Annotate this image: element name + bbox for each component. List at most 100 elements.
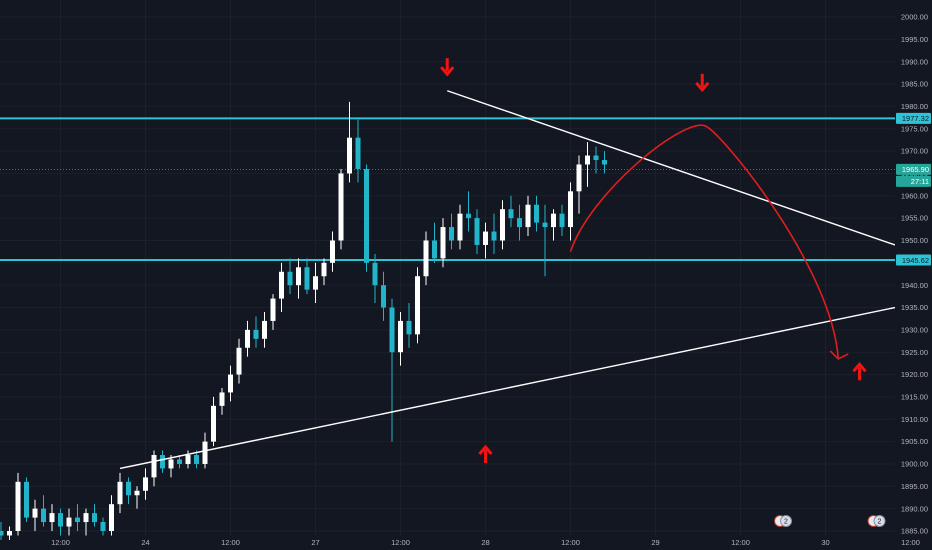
- event-marker[interactable]: 2: [774, 515, 792, 527]
- candle-body: [398, 320, 403, 353]
- candle: [491, 213, 497, 254]
- candle-body: [551, 213, 556, 228]
- candle-body: [228, 374, 233, 393]
- candle-body: [338, 173, 344, 241]
- candle-body: [474, 218, 480, 245]
- candle-body: [168, 459, 174, 469]
- candle: [432, 222, 437, 263]
- candle-body: [389, 307, 395, 353]
- time-tick-label: 27: [311, 538, 319, 547]
- candle-body: [100, 522, 106, 531]
- candle: [330, 231, 335, 272]
- candle-body: [151, 455, 157, 478]
- candle: [296, 258, 301, 299]
- candle-body: [415, 276, 420, 335]
- candle-body: [143, 477, 148, 491]
- candle-body: [364, 168, 369, 263]
- candle: [0, 522, 4, 540]
- candle: [15, 472, 21, 536]
- candle-body: [185, 455, 191, 464]
- candle: [534, 195, 539, 232]
- candle: [389, 298, 395, 442]
- candle-body: [134, 490, 140, 496]
- time-tick-label: 12:00: [391, 538, 410, 547]
- price-axis[interactable]: 2000.00 1995.00 1990.00 1985.00 1980.00 1975.…: [895, 0, 932, 550]
- projection-curve: [569, 124, 840, 359]
- arrow-head: [695, 81, 710, 93]
- candle-body: [92, 513, 97, 523]
- event-count-badge: [780, 515, 792, 527]
- time-tick-label: 30: [821, 538, 829, 547]
- candle-body: [432, 240, 437, 259]
- event-marker[interactable]: 2: [867, 515, 886, 527]
- candle: [32, 499, 38, 531]
- countdown-tag: 27:11: [896, 175, 931, 187]
- candle: [313, 262, 318, 304]
- price-tick-label: 1925.00: [901, 348, 928, 357]
- event-count-label: 2: [878, 519, 882, 526]
- candle: [364, 164, 369, 272]
- candle-body: [542, 222, 548, 228]
- candle-body: [109, 504, 114, 531]
- candle-body: [517, 218, 522, 228]
- candle: [559, 204, 565, 237]
- candle-body: [41, 508, 46, 523]
- resistance-price-tag: 1977.32: [896, 112, 931, 124]
- arrow-down-2: [695, 73, 710, 93]
- support-price-tag-text: 1945.62: [902, 256, 929, 265]
- candle-body: [593, 155, 599, 161]
- candle-body: [491, 231, 497, 241]
- candle: [466, 191, 471, 232]
- arrow-up-2: [852, 362, 867, 381]
- candle: [517, 204, 522, 241]
- candle: [117, 472, 123, 514]
- candle: [143, 468, 148, 500]
- price-tick-label: 1935.00: [901, 303, 928, 312]
- descending-resistance-trendline: [447, 90, 896, 246]
- candle: [134, 486, 140, 509]
- candle-body: [602, 160, 607, 165]
- candle: [75, 504, 80, 531]
- horizontal-levels: [0, 117, 895, 262]
- candle-body: [58, 513, 63, 527]
- candle: [304, 258, 310, 295]
- candle: [338, 168, 344, 250]
- candle: [287, 258, 293, 295]
- price-tick-label: 1970.00: [901, 147, 928, 156]
- time-tick-label: 12:00: [51, 538, 70, 547]
- candle-body: [381, 285, 386, 308]
- candle: [576, 155, 582, 214]
- candle-body: [253, 329, 259, 339]
- candle: [168, 455, 174, 478]
- candle-body: [313, 276, 318, 290]
- candle: [483, 222, 488, 259]
- candle: [593, 146, 599, 174]
- candle: [24, 477, 29, 523]
- price-tick-label: 1910.00: [901, 415, 928, 424]
- candle-body: [304, 267, 310, 290]
- time-tick-label: 12:00: [221, 538, 240, 547]
- candle-body: [245, 329, 250, 348]
- candle-body: [568, 191, 573, 228]
- price-tick-label: 1960.00: [901, 191, 928, 200]
- candle-body: [330, 240, 335, 263]
- price-tick-label: 1985.00: [901, 80, 928, 89]
- countdown-tag-background: [896, 175, 931, 187]
- time-axis[interactable]: 12:002312:002412:002712:002812:002912:00…: [0, 538, 932, 547]
- candle: [542, 204, 548, 277]
- resistance-price-tag-text: 1977.32: [902, 114, 929, 123]
- candle-body: [296, 267, 301, 286]
- candle: [49, 504, 55, 531]
- price-tick-label: 1890.00: [901, 504, 928, 513]
- candle-body: [49, 513, 55, 523]
- candle: [58, 508, 63, 536]
- arrow-head: [478, 444, 493, 455]
- candle-body: [24, 481, 29, 518]
- candle-body: [483, 231, 488, 245]
- price-tick-label: 1900.00: [901, 460, 928, 469]
- candle-body: [177, 459, 182, 464]
- candle: [355, 119, 361, 183]
- price-tick-label: 1885.00: [901, 527, 928, 536]
- candle: [194, 450, 199, 469]
